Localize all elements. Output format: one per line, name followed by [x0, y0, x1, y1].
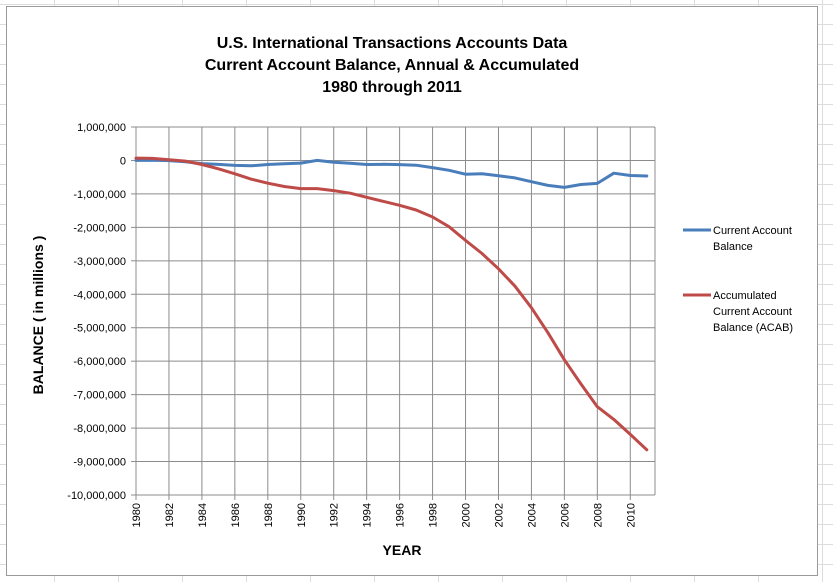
y-tick-label: 1,000,000: [77, 122, 126, 134]
x-tick-label: 1980: [131, 503, 143, 527]
chart-title-line-3: 1980 through 2011: [322, 79, 462, 96]
x-tick-label: 2008: [592, 503, 604, 527]
y-tick-label: -4,000,000: [73, 289, 126, 301]
y-tick-label: -8,000,000: [73, 423, 126, 435]
legend-label-accumulated-balance: Balance (ACAB): [713, 322, 793, 334]
y-tick-label: -7,000,000: [73, 390, 126, 402]
y-tick-label: 0: [120, 155, 126, 167]
plot-area: 1,000,000 0 -1,000,000 -2,000,000 -3,000,000…: [67, 122, 656, 527]
y-tick-label: -2,000,000: [73, 222, 126, 234]
x-tick-label: 2000: [461, 503, 473, 527]
legend-label-accumulated-balance: Accumulated: [713, 290, 777, 302]
x-tick-label: 1984: [197, 503, 209, 527]
y-axis-title: BALANCE ( in millions ): [30, 236, 46, 395]
x-tick-label: 1986: [230, 503, 242, 527]
line-chart: U.S. International Transactions Accounts…: [30, 35, 793, 558]
chart-title-line-2: Current Account Balance, Annual & Accumu…: [205, 57, 579, 74]
x-axis-title: YEAR: [383, 542, 422, 558]
x-tick-label: 2002: [493, 503, 505, 527]
y-tick-label: -6,000,000: [73, 356, 126, 368]
x-tick-label: 1994: [362, 503, 374, 527]
legend-label-accumulated-balance: Current Account: [713, 306, 792, 318]
x-tick-label: 2006: [559, 503, 571, 527]
x-tick-label: 1992: [329, 503, 341, 527]
x-tick-label: 1998: [428, 503, 440, 527]
chart-area[interactable]: U.S. International Transactions Accounts…: [6, 6, 818, 576]
y-tick-label: -9,000,000: [73, 457, 126, 469]
y-tick-label: -3,000,000: [73, 256, 126, 268]
y-tick-label: -5,000,000: [73, 323, 126, 335]
legend-label-current-account-balance: Balance: [713, 241, 753, 253]
series-line-accumulated-balance: [134, 156, 649, 452]
chart-title-line-1: U.S. International Transactions Accounts…: [217, 35, 568, 52]
x-tick-label: 2004: [526, 503, 538, 527]
x-tick-label: 1996: [395, 503, 407, 527]
chart-title: U.S. International Transactions Accounts…: [205, 35, 579, 96]
y-tick-label: -1,000,000: [73, 189, 126, 201]
x-tick-label: 1990: [296, 503, 308, 527]
x-tick-label: 1988: [263, 503, 275, 527]
legend-label-current-account-balance: Current Account: [713, 225, 792, 237]
x-tick-label: 2010: [625, 503, 637, 527]
x-tick-label: 1982: [164, 503, 176, 527]
legend: Current Account Balance Accumulated Current…: [683, 225, 793, 334]
y-tick-label: -10,000,000: [67, 490, 126, 502]
series-line-current-account-balance: [134, 158, 649, 189]
